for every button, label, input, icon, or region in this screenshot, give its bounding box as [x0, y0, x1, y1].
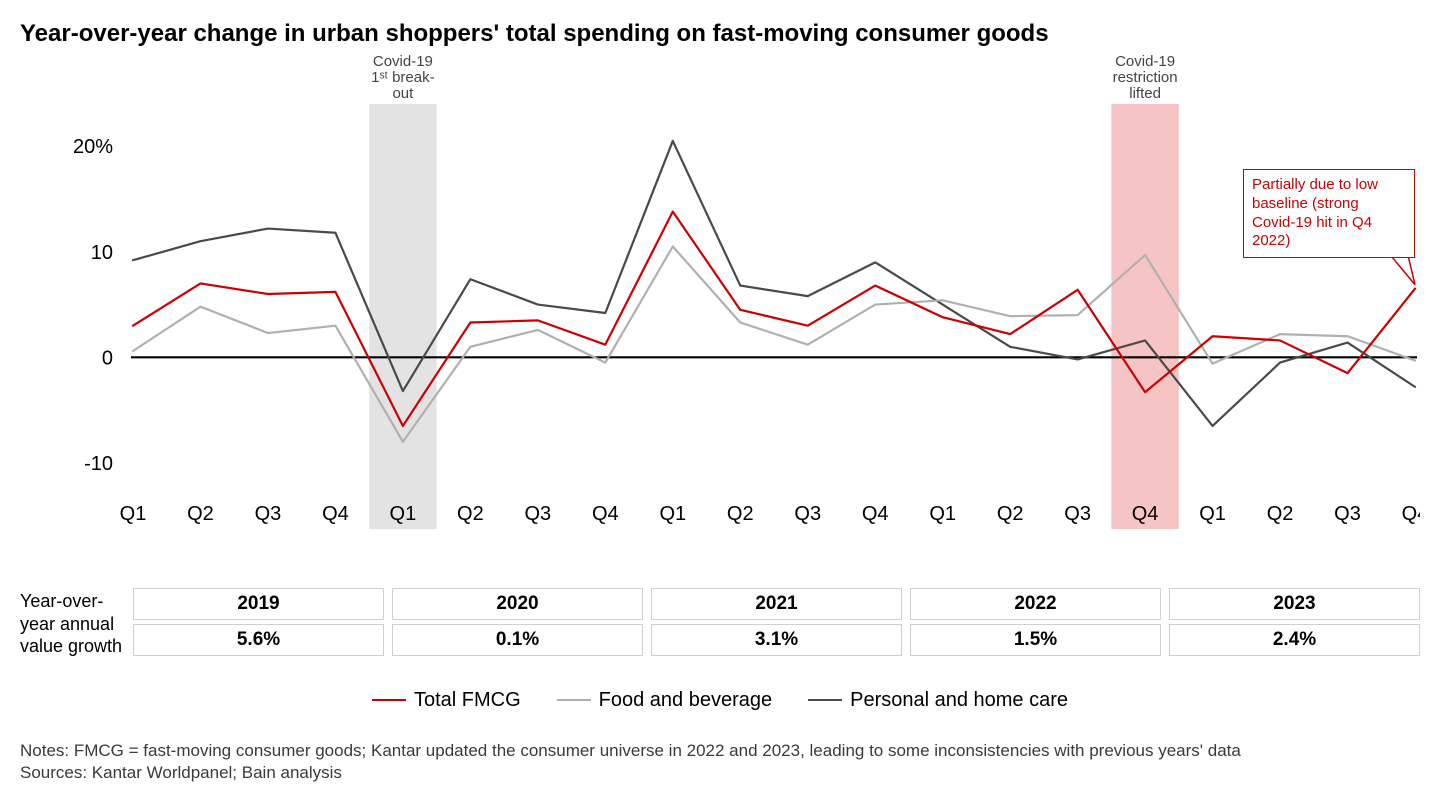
- year-table-label: Year-over-year annual value growth: [20, 590, 130, 658]
- footnote-notes: Notes: FMCG = fast-moving consumer goods…: [20, 740, 1420, 763]
- svg-text:Q3: Q3: [794, 503, 821, 525]
- growth-cell: 5.6%: [133, 624, 384, 656]
- chart-title: Year-over-year change in urban shoppers'…: [20, 20, 1420, 48]
- year-table-cells: 20192020202120222023 5.6%0.1%3.1%1.5%2.4…: [133, 588, 1420, 656]
- legend-label: Personal and home care: [850, 689, 1068, 712]
- svg-text:out: out: [392, 85, 414, 102]
- svg-text:0: 0: [102, 347, 113, 369]
- chart-area: -10 0 10 20% Q1 Q2 Q3 Q4 Q1 Q2 Q3 Q4 Q1 Q2 Q3 Q4 Q1 Q2 Q3 Q…: [20, 54, 1420, 584]
- legend-label: Food and beverage: [599, 689, 772, 712]
- svg-text:Covid-19: Covid-19: [373, 54, 433, 70]
- legend-item: Personal and home care: [808, 689, 1068, 712]
- svg-text:Q3: Q3: [1334, 503, 1361, 525]
- svg-text:Q3: Q3: [1064, 503, 1091, 525]
- svg-text:Q3: Q3: [255, 503, 282, 525]
- svg-text:Q4: Q4: [1402, 503, 1420, 525]
- legend-swatch: [372, 699, 406, 701]
- year-growth-table: Year-over-year annual value growth 20192…: [20, 588, 1420, 666]
- legend-swatch: [557, 699, 591, 701]
- svg-text:1ˢᵗ break-: 1ˢᵗ break-: [371, 69, 434, 86]
- growth-cell: 3.1%: [651, 624, 902, 656]
- callout-annotation: Partially due to low baseline (strong Co…: [1243, 169, 1415, 258]
- svg-text:Q4: Q4: [592, 503, 619, 525]
- svg-text:Q1: Q1: [120, 503, 147, 525]
- year-cell: 2019: [133, 588, 384, 620]
- chart-legend: Total FMCG Food and beverage Personal and …: [20, 684, 1420, 712]
- legend-item: Food and beverage: [557, 689, 772, 712]
- svg-text:Q4: Q4: [322, 503, 349, 525]
- svg-text:Q2: Q2: [457, 503, 484, 525]
- svg-text:Q2: Q2: [727, 503, 754, 525]
- page: Year-over-year change in urban shoppers'…: [0, 0, 1440, 810]
- year-cell: 2022: [910, 588, 1161, 620]
- svg-text:Q3: Q3: [524, 503, 551, 525]
- svg-text:Q1: Q1: [390, 503, 417, 525]
- legend-swatch: [808, 699, 842, 701]
- svg-text:Q4: Q4: [862, 503, 889, 525]
- legend-label: Total FMCG: [414, 689, 521, 712]
- svg-text:Q1: Q1: [1199, 503, 1226, 525]
- year-cell: 2020: [392, 588, 643, 620]
- svg-text:Q1: Q1: [929, 503, 956, 525]
- growth-cell: 0.1%: [392, 624, 643, 656]
- svg-text:-10: -10: [84, 453, 113, 475]
- svg-text:lifted: lifted: [1129, 85, 1161, 102]
- svg-text:Covid-19: Covid-19: [1115, 54, 1175, 70]
- svg-text:Q2: Q2: [997, 503, 1024, 525]
- svg-text:Q2: Q2: [1267, 503, 1294, 525]
- growth-row: 5.6%0.1%3.1%1.5%2.4%: [133, 624, 1420, 656]
- growth-cell: 2.4%: [1169, 624, 1420, 656]
- svg-text:Q4: Q4: [1132, 503, 1159, 525]
- year-cell: 2021: [651, 588, 902, 620]
- year-cell: 2023: [1169, 588, 1420, 620]
- year-row: 20192020202120222023: [133, 588, 1420, 620]
- line-chart-svg: -10 0 10 20% Q1 Q2 Q3 Q4 Q1 Q2 Q3 Q4 Q1 Q2 Q3 Q4 Q1 Q2 Q3 Q…: [20, 54, 1420, 584]
- svg-text:10: 10: [91, 242, 113, 264]
- svg-text:Q2: Q2: [187, 503, 214, 525]
- footnote-sources: Sources: Kantar Worldpanel; Bain analysi…: [20, 762, 1420, 785]
- legend-item: Total FMCG: [372, 689, 521, 712]
- svg-text:Q1: Q1: [659, 503, 686, 525]
- footnotes: Notes: FMCG = fast-moving consumer goods…: [20, 740, 1420, 786]
- svg-text:restriction: restriction: [1113, 69, 1178, 86]
- svg-text:20%: 20%: [73, 136, 113, 158]
- growth-cell: 1.5%: [910, 624, 1161, 656]
